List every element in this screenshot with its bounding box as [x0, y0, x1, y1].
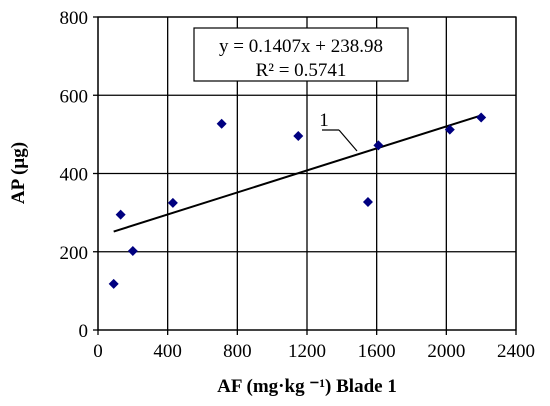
data-point [115, 209, 126, 220]
x-axis-title: AF (mg·kg ⁻¹) Blade 1 [217, 376, 397, 397]
data-point [444, 124, 455, 135]
equation-box: y = 0.1407x + 238.98 R² = 0.5741 [193, 27, 409, 82]
data-point [373, 140, 384, 151]
plot-area-border [97, 16, 517, 331]
x-tick-label: 2000 [427, 341, 465, 362]
x-tick-labels: 0 400 800 1200 1600 2000 2400 [93, 341, 535, 362]
data-point [293, 130, 304, 141]
trendline-callout: 1 [319, 110, 358, 152]
y-tick-label: 0 [79, 321, 89, 342]
data-points [108, 112, 487, 289]
trendline-equation: y = 0.1407x + 238.98 [219, 36, 383, 57]
data-point [216, 118, 227, 129]
x-tick-label: 800 [223, 341, 252, 362]
x-tick-label: 0 [93, 341, 103, 362]
x-tick-label: 2400 [497, 341, 535, 362]
data-point [127, 245, 138, 256]
y-tick-label: 200 [60, 243, 89, 264]
y-axis-title: AP (µg) [8, 142, 29, 204]
data-point [167, 197, 178, 208]
y-tick-label: 800 [60, 8, 89, 29]
x-tick-label: 1600 [358, 341, 396, 362]
y-tick-labels: 0 200 400 600 800 [60, 8, 89, 342]
data-point [108, 278, 119, 289]
data-point [476, 112, 487, 123]
y-tick-label: 600 [60, 86, 89, 107]
y-tick-label: 400 [60, 165, 89, 186]
trendline [113, 114, 482, 233]
x-tick-label: 1200 [288, 341, 326, 362]
trendline-number-label: 1 [319, 110, 329, 131]
r-squared-label: R² = 0.5741 [256, 60, 347, 81]
data-point [362, 197, 373, 208]
x-tick-label: 400 [153, 341, 182, 362]
